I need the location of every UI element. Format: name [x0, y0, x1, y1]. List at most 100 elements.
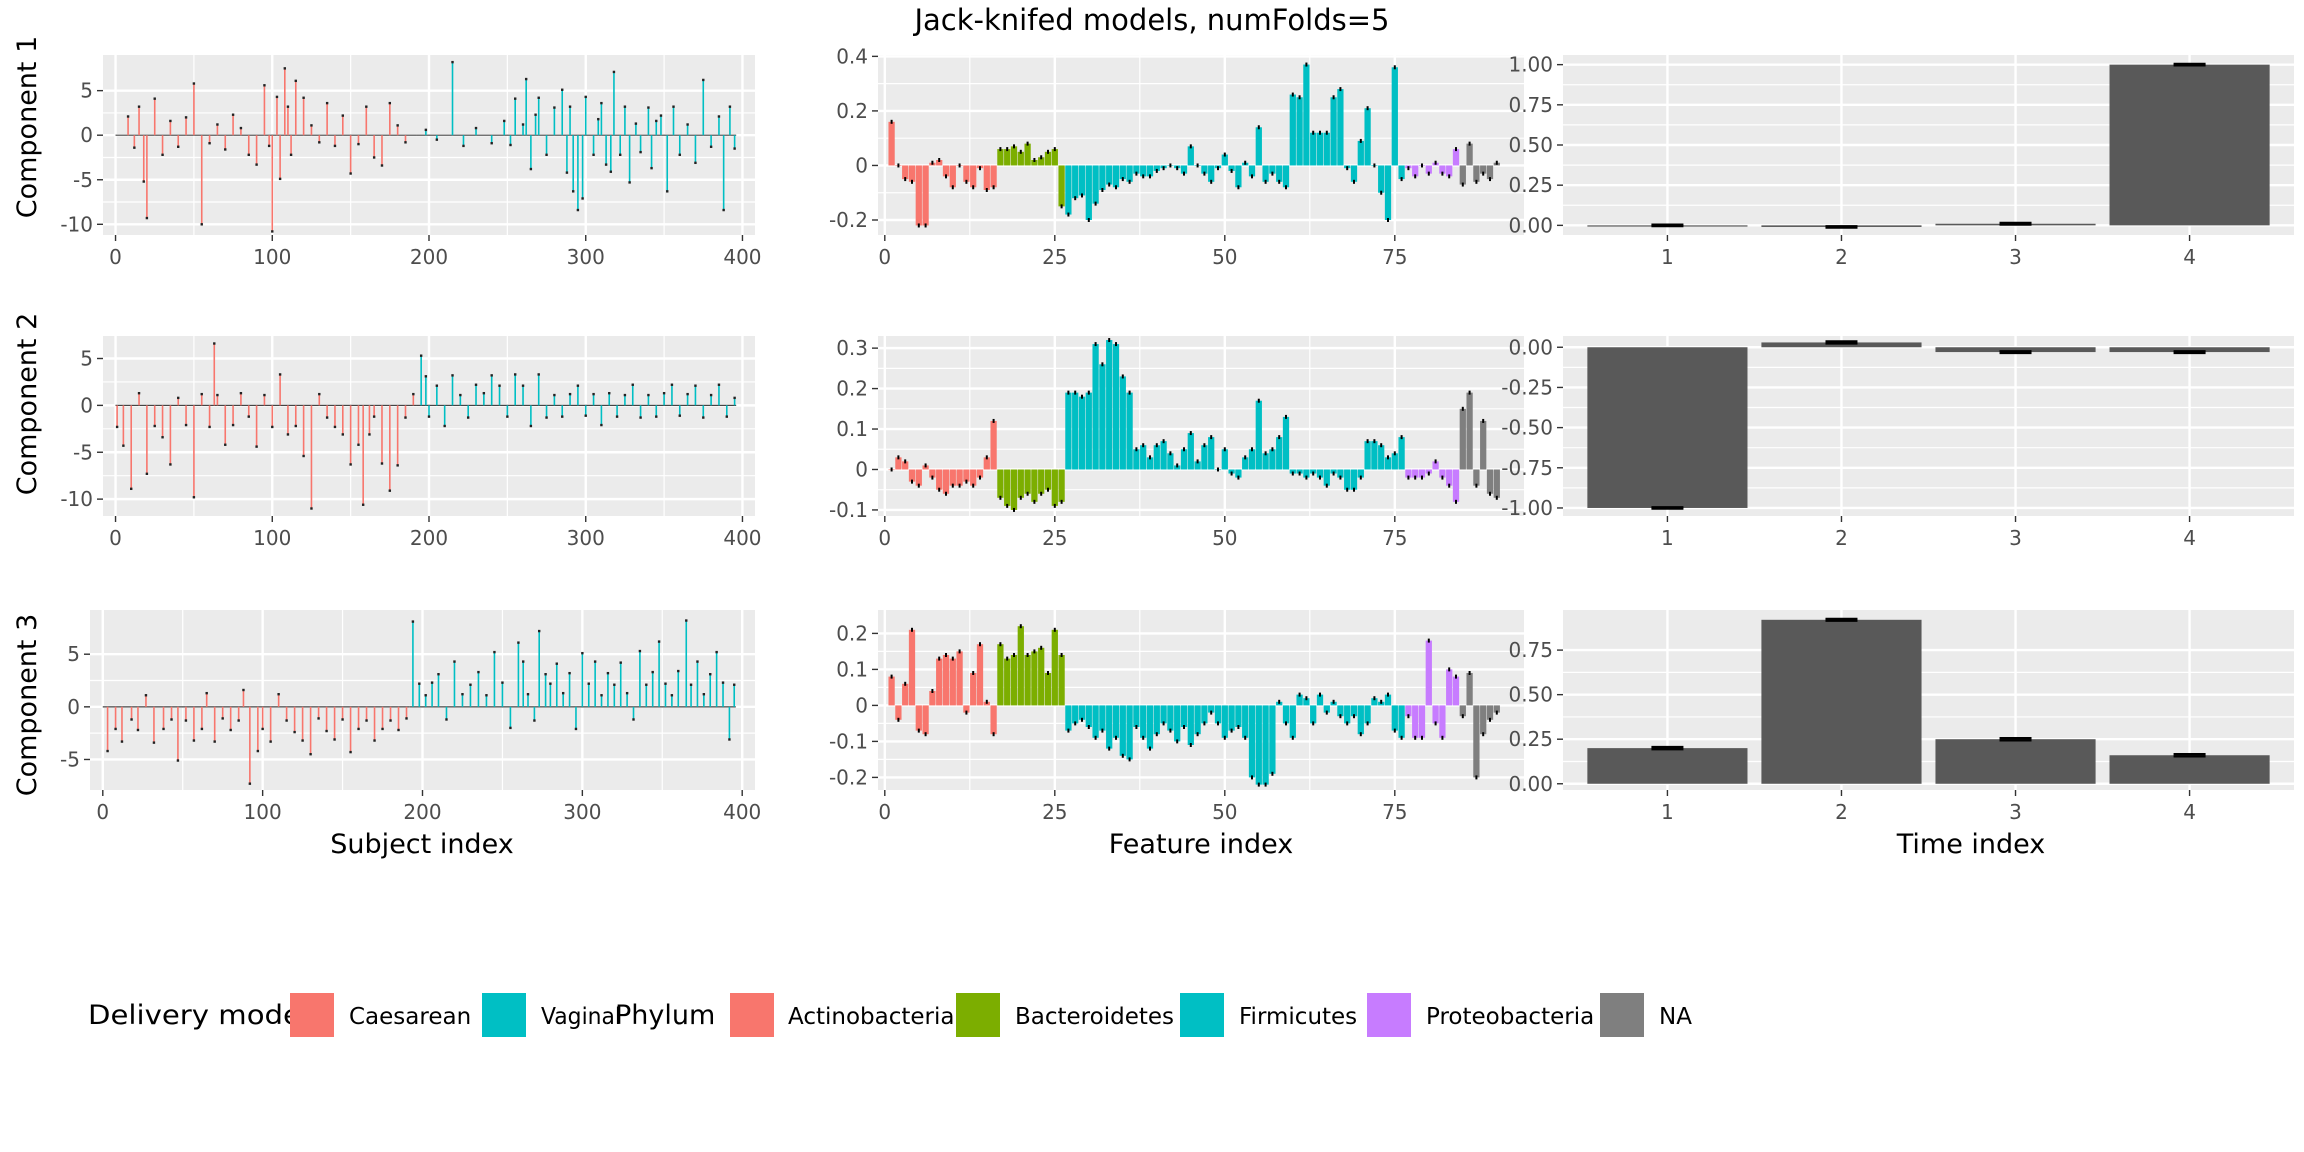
feature-bar — [1072, 165, 1079, 199]
feature-bar — [1269, 705, 1276, 774]
feature-bar — [1248, 449, 1256, 470]
x-tick-label: 4 — [2183, 245, 2196, 269]
subject-error-bar — [192, 82, 196, 85]
feature-bar — [1391, 705, 1398, 731]
feature-bar — [1092, 344, 1099, 470]
feature-bar — [1146, 457, 1154, 470]
subject-error-bar — [200, 727, 204, 731]
feature-bar — [1323, 132, 1330, 166]
subject-error-bar — [318, 392, 321, 396]
feature-bar — [1459, 165, 1466, 185]
feature-bar — [1214, 705, 1222, 724]
y-tick-label: 0 — [855, 457, 868, 481]
feature-bar — [1486, 165, 1494, 180]
feature-bar — [963, 165, 970, 182]
subject-error-bar — [430, 681, 434, 684]
feature-bar — [929, 691, 936, 706]
feature-bar — [1466, 143, 1473, 166]
feature-bar — [1473, 705, 1480, 778]
feature-bar — [1228, 705, 1235, 731]
subject-error-bar — [278, 177, 282, 181]
subject-error-bar — [221, 717, 224, 720]
subject-error-bar — [555, 662, 558, 665]
subject-error-bar — [509, 143, 512, 147]
feature-bar — [1439, 705, 1446, 738]
legend-label-bacteroidetes: Bacteroidetes — [1015, 1004, 1174, 1030]
subject-error-bar — [184, 719, 188, 722]
feature-bar — [1221, 705, 1228, 738]
feature-bar — [949, 165, 956, 188]
subject-error-bar — [612, 70, 616, 74]
feature-bar — [1282, 705, 1290, 724]
feature-bar — [1112, 165, 1120, 188]
feature-bar — [997, 149, 1004, 166]
feature-bar — [1078, 165, 1086, 196]
feature-bar — [1316, 469, 1324, 478]
y-tick-label: 0.4 — [836, 44, 868, 68]
y-tick-label: -0.25 — [1501, 375, 1553, 399]
subject-error-bar — [224, 443, 227, 446]
y-tick-label: 0.3 — [836, 336, 868, 360]
subject-error-bar — [365, 719, 368, 722]
feature-bar — [1432, 705, 1439, 724]
subject-error-bar — [722, 208, 725, 212]
x-tick-label: 0 — [878, 526, 891, 550]
y-tick-label: 0 — [80, 393, 93, 417]
feature-bar — [1412, 469, 1419, 478]
subject-error-bar — [177, 396, 180, 400]
figure-title: Jack-knifed models, numFolds=5 — [912, 3, 1389, 37]
subject-error-bar — [604, 163, 608, 166]
subject-error-bar — [380, 462, 384, 465]
subject-error-bar — [584, 414, 587, 417]
subject-error-bar — [625, 691, 629, 695]
subject-error-bar — [333, 425, 337, 429]
subject-error-bar — [231, 423, 235, 427]
y-tick-label: -1.00 — [1501, 496, 1553, 520]
time-bar — [2109, 64, 2270, 226]
subject-error-bar — [537, 373, 540, 376]
feature-bar — [956, 651, 963, 706]
feature-bar — [1140, 445, 1147, 470]
feature-bar — [1350, 165, 1358, 182]
subject-error-bar — [263, 84, 266, 87]
x-tick-label: 1 — [1661, 526, 1674, 550]
subject-error-bar — [561, 415, 564, 418]
feature-bar — [1099, 165, 1106, 190]
subject-error-bar — [694, 384, 697, 387]
feature-bar — [1051, 629, 1058, 706]
feature-bar — [1282, 416, 1290, 470]
y-tick-label: 0 — [855, 693, 868, 717]
feature-bar — [1167, 453, 1174, 470]
subject-error-bar — [114, 727, 117, 731]
feature-bar — [1391, 67, 1398, 166]
subject-error-bar — [474, 126, 478, 130]
subject-error-bar — [493, 650, 496, 654]
y-tick-label: -0.50 — [1501, 416, 1553, 440]
feature-bar — [1493, 469, 1500, 498]
y-tick-label: -0.2 — [829, 208, 868, 232]
subject-error-bar — [177, 145, 180, 148]
feature-bar — [1235, 165, 1242, 188]
subject-error-bar — [286, 105, 290, 108]
subject-error-bar — [325, 729, 328, 733]
feature-bar — [1010, 655, 1018, 706]
feature-bar — [1017, 469, 1024, 498]
subject-error-bar — [709, 393, 713, 397]
feature-bar — [908, 469, 916, 482]
subject-error-bar — [216, 393, 219, 397]
feature-bar — [1072, 705, 1079, 724]
feature-bar — [1194, 705, 1201, 735]
feature-bar — [1044, 673, 1052, 706]
x-tick-label: 2 — [1835, 526, 1848, 550]
x-tick-label: 75 — [1382, 526, 1407, 550]
subject-error-bar — [545, 416, 548, 419]
feature-bar — [1350, 469, 1358, 490]
legend-key-actinobacteria — [730, 993, 774, 1037]
feature-bar — [990, 420, 997, 470]
feature-bar — [895, 457, 902, 470]
x-tick-label: 300 — [567, 526, 605, 550]
feature-bar — [1486, 469, 1494, 494]
subject-error-bar — [485, 694, 488, 697]
feature-bar — [1425, 469, 1432, 474]
